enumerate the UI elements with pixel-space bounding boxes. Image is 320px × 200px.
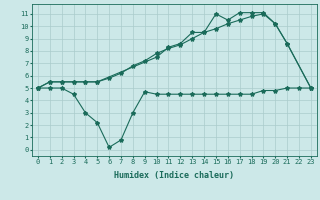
X-axis label: Humidex (Indice chaleur): Humidex (Indice chaleur): [115, 171, 234, 180]
